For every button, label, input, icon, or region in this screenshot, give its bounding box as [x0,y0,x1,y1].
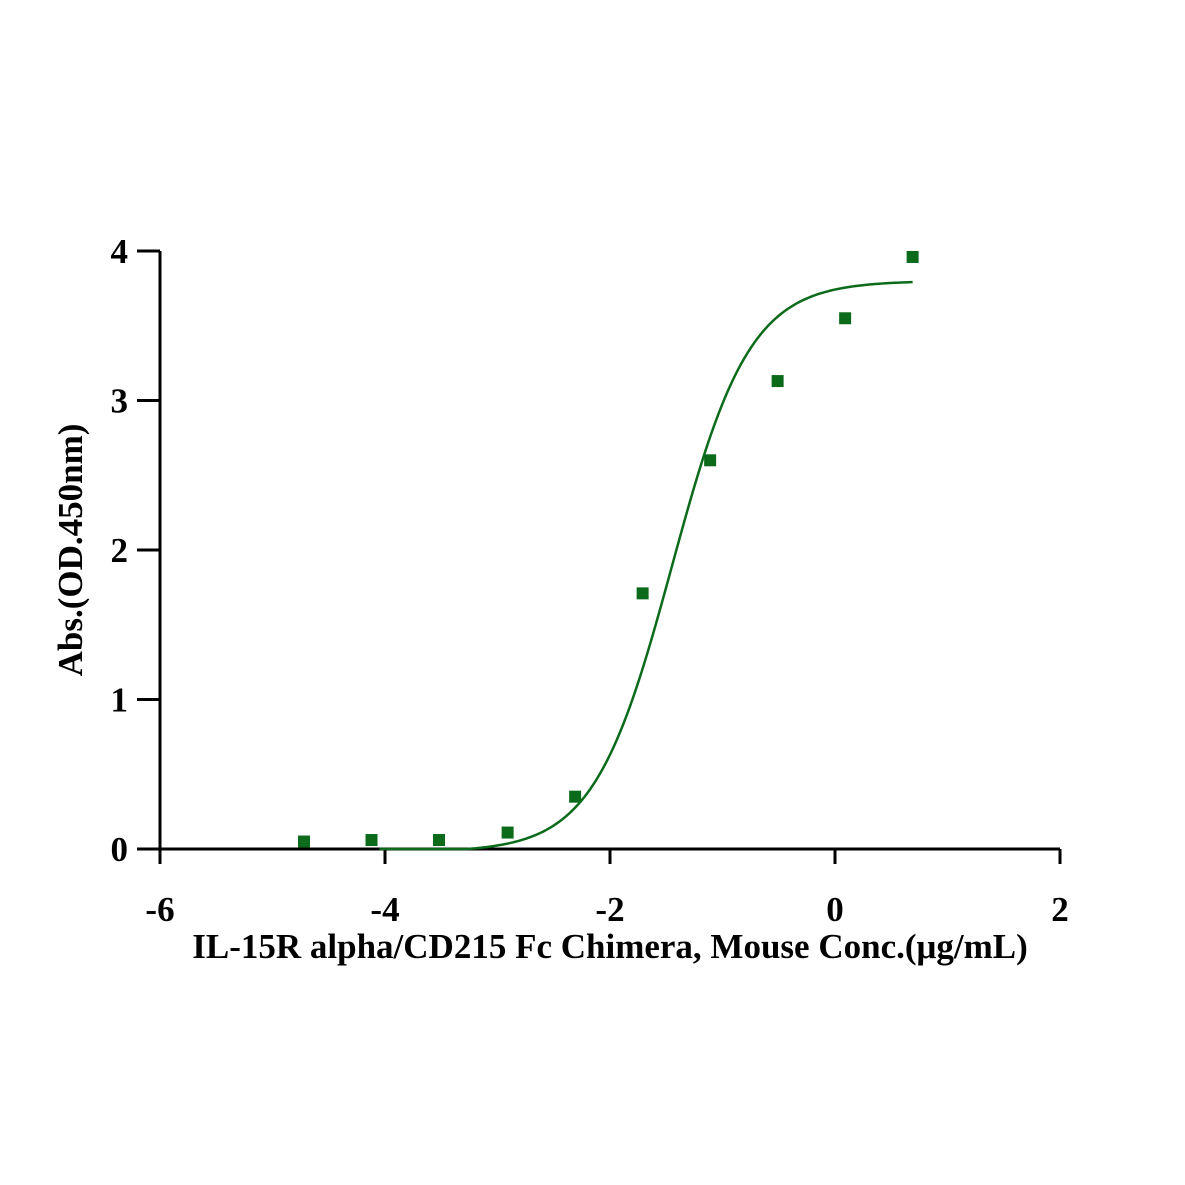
x-tick-label: 0 [826,890,844,929]
y-tick-label: 0 [111,830,129,869]
data-point [298,835,310,848]
data-point [501,826,514,839]
data-point [365,834,378,847]
axes: -6 -4 -2 0 2 0 1 2 3 4 [111,232,1069,929]
data-points [298,250,919,848]
y-tick-label: 2 [111,531,129,570]
y-tick-label: 4 [111,232,129,271]
data-point [433,834,445,847]
x-tick-label: -2 [595,890,624,929]
x-tick-label: 2 [1051,890,1069,929]
data-point [569,790,582,803]
y-tick-label: 3 [111,382,129,421]
x-axis-title: IL-15R alpha/CD215 Fc Chimera, Mouse Con… [192,927,1028,966]
x-tick-label: -6 [145,890,174,929]
x-tick-label: -4 [370,890,399,929]
data-point [636,587,649,600]
fit-curve [379,280,913,851]
data-point [839,312,852,325]
data-point [704,454,717,467]
data-point [771,375,784,388]
y-tick-label: 1 [111,681,129,720]
data-point [906,250,919,263]
y-axis-title: Abs.(OD.450nm) [51,424,90,677]
